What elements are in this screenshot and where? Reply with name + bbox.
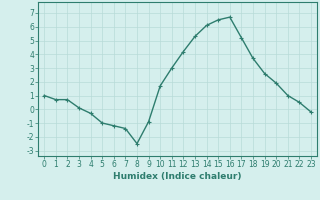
X-axis label: Humidex (Indice chaleur): Humidex (Indice chaleur) — [113, 172, 242, 181]
